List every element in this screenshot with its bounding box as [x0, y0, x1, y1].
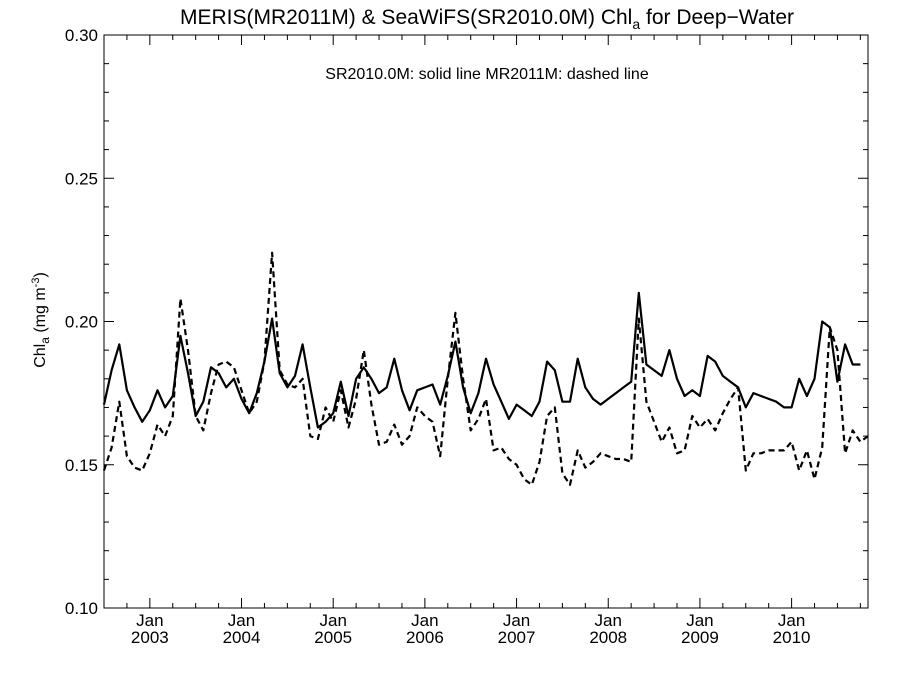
y-axis-label-sup: -3 [30, 278, 42, 288]
y-axis-ticks: 0.10 0.15 0.20 0.25 0.30 [65, 26, 868, 618]
x-tick-year-label: 2004 [223, 628, 261, 647]
y-tick-label: 0.30 [65, 26, 98, 45]
x-tick-year-label: 2010 [773, 628, 811, 647]
y-axis-label: Chla (mg m-3) [30, 272, 52, 368]
chart-title: MERIS(MR2011M) & SeaWiFS(SR2010.0M) Chla… [180, 6, 794, 32]
x-axis-ticks: Jan2003Jan2004Jan2005Jan2006Jan2007Jan20… [103, 35, 861, 647]
x-tick-year-label: 2005 [314, 628, 352, 647]
y-tick-label: 0.10 [65, 599, 98, 618]
series-line-sr2010-0m [102, 291, 861, 429]
y-axis-label-close: ) [32, 272, 49, 277]
y-tick-label: 0.25 [65, 169, 98, 188]
series-annotation: SR2010.0M: solid line MR2011M: dashed li… [325, 66, 649, 83]
series-line-mr2011m [102, 251, 869, 486]
chart-title-sub: a [632, 16, 640, 32]
x-tick-month-label: Jan [503, 611, 530, 630]
y-tick-label: 0.20 [65, 313, 98, 332]
y-axis-label-main: Chl [32, 344, 49, 368]
chart-title-main: MERIS(MR2011M) & SeaWiFS(SR2010.0M) Chl [180, 6, 632, 29]
x-tick-month-label: Jan [411, 611, 438, 630]
x-tick-month-label: Jan [595, 611, 622, 630]
series-layer [102, 251, 869, 486]
x-tick-month-label: Jan [778, 611, 805, 630]
y-tick-label: 0.15 [65, 456, 98, 475]
x-tick-month-label: Jan [228, 611, 255, 630]
plot-frame [103, 34, 869, 609]
x-tick-year-label: 2007 [498, 628, 536, 647]
x-tick-year-label: 2006 [406, 628, 444, 647]
x-tick-month-label: Jan [136, 611, 163, 630]
x-tick-year-label: 2009 [681, 628, 719, 647]
x-tick-year-label: 2003 [131, 628, 169, 647]
x-tick-year-label: 2008 [589, 628, 627, 647]
y-axis-label-sub: a [38, 337, 52, 344]
x-tick-month-label: Jan [319, 611, 346, 630]
y-axis-label-unit: (mg m [32, 287, 49, 337]
chart-title-tail: for Deep−Water [640, 6, 794, 29]
x-tick-month-label: Jan [686, 611, 713, 630]
